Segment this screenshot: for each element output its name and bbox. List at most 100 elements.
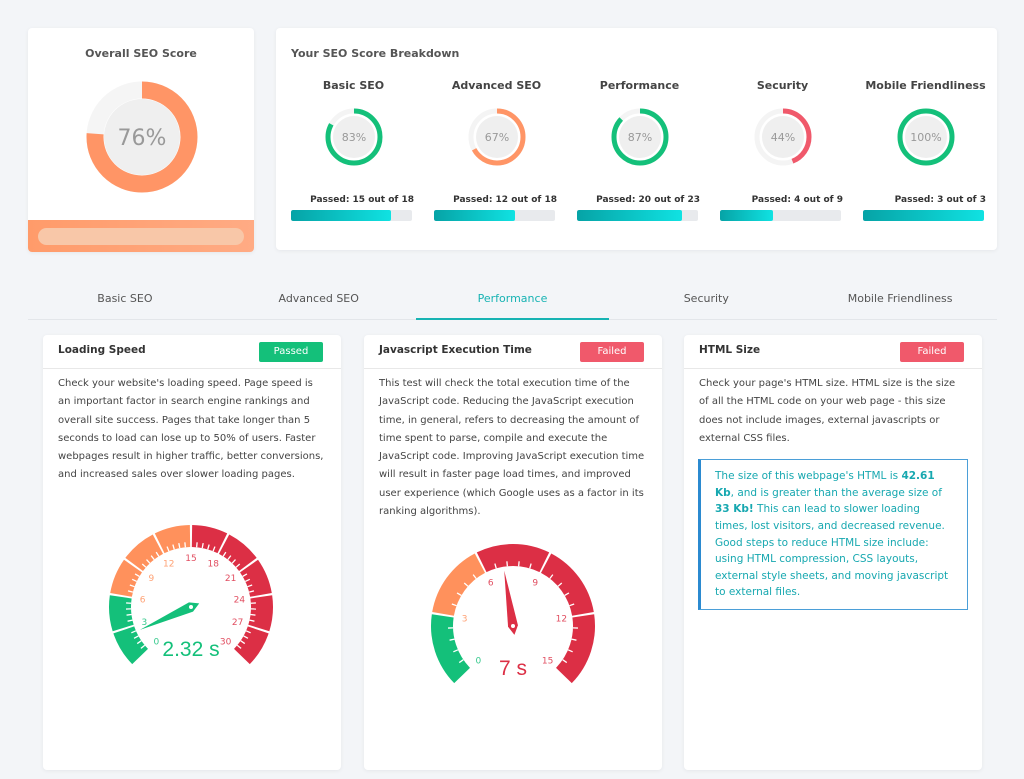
tab-mobile-friendliness[interactable]: Mobile Friendliness xyxy=(847,292,953,305)
gauge-segment xyxy=(431,614,470,684)
passed-count: Passed: 3 out of 3 xyxy=(894,195,986,205)
gauge-tick xyxy=(557,582,563,587)
gauge-segment xyxy=(125,534,164,572)
gauge-tick-label: 6 xyxy=(140,595,146,605)
passed-count: Passed: 12 out of 18 xyxy=(453,195,557,205)
html-size-note: The size of this webpage's HTML is 42.61… xyxy=(698,459,968,610)
gauge-tick-label: 6 xyxy=(488,578,494,588)
gauge-segment xyxy=(476,544,550,573)
html-size-card: HTML Size Failed Check your page's HTML … xyxy=(684,335,982,770)
status-badge: Failed xyxy=(900,342,964,362)
breakdown-donut: 44% xyxy=(754,108,811,166)
breakdown-score: 67% xyxy=(484,131,508,144)
gauge-tick xyxy=(494,563,497,569)
breakdown-score: 100% xyxy=(910,131,941,144)
overall-score-title: Overall SEO Score xyxy=(85,47,197,60)
gauge-tick xyxy=(250,613,256,616)
gauge-tick-label: 18 xyxy=(208,559,220,569)
gauge-segment xyxy=(191,525,228,554)
gauge-tick xyxy=(136,640,142,645)
tab-advanced-seo[interactable]: Advanced SEO xyxy=(278,292,359,305)
breakdown-donut: 87% xyxy=(611,108,668,166)
breakdown-donut-arc xyxy=(897,108,954,166)
breakdown-item-title: Security xyxy=(756,79,809,92)
gauge-tick xyxy=(249,619,255,622)
score-breakdown-card: Your SEO Score Breakdown Basic SEO 83% P… xyxy=(276,28,997,250)
passed-count: Passed: 15 out of 18 xyxy=(310,195,414,205)
gauge-tick-label: 0 xyxy=(153,638,159,648)
gauge-tick-label: 15 xyxy=(542,657,553,667)
test-description: This test will check the total execution… xyxy=(379,378,645,518)
breakdown-donut: 67% xyxy=(468,108,525,166)
gauge-tick xyxy=(231,559,236,564)
gauge-tick xyxy=(141,563,147,568)
gauge-tick xyxy=(247,584,253,588)
tab-basic-seo[interactable]: Basic SEO xyxy=(97,292,153,305)
tab-security[interactable]: Security xyxy=(683,292,729,305)
gauge-tick xyxy=(472,574,477,579)
test-title: Javascript Execution Time xyxy=(379,344,532,356)
gauge-tick-label: 0 xyxy=(475,657,481,667)
breakdown-item-title: Performance xyxy=(599,79,680,92)
breakdown-item: Mobile Friendliness 100% Passed: 3 out o… xyxy=(863,79,988,221)
gauge-tick xyxy=(569,603,575,607)
breakdown-score: 44% xyxy=(770,131,794,144)
overall-score-card: Overall SEO Score 76% xyxy=(28,28,254,252)
gauge-tick xyxy=(245,630,251,634)
gauge-segment xyxy=(154,525,191,554)
gauge-tick xyxy=(571,638,577,641)
gauge-tick-label: 30 xyxy=(220,638,232,648)
gauge-segment xyxy=(109,595,134,632)
breakdown-donut-arc xyxy=(325,108,382,166)
js-execution-gauge: 0 3 6 9 12 15 7 s xyxy=(431,544,595,684)
gauge-tick-label: 9 xyxy=(148,574,154,584)
tab-performance[interactable]: Performance xyxy=(415,283,610,320)
breakdown-item: Basic SEO 83% Passed: 15 out of 18 xyxy=(291,79,416,221)
gauge-segment xyxy=(110,559,142,597)
gauge-tick xyxy=(564,592,570,597)
passed-progress-bar xyxy=(720,210,841,221)
status-badge: Failed xyxy=(580,342,644,362)
gauge-tick xyxy=(248,590,255,593)
breakdown-title: Your SEO Score Breakdown xyxy=(291,47,460,60)
gauge-tick xyxy=(243,635,249,639)
gauge-tick xyxy=(449,638,455,641)
gauge-tick xyxy=(245,578,251,583)
gauge-tick-label: 24 xyxy=(234,595,246,605)
gauge-needle-hub xyxy=(189,605,193,609)
overall-score-value: 76% xyxy=(118,126,167,151)
breakdown-donut-arc xyxy=(611,108,668,166)
breakdown-score: 87% xyxy=(627,131,651,144)
breakdown-item: Performance 87% Passed: 20 out of 23 xyxy=(577,79,702,221)
gauge-tick-label: 15 xyxy=(185,554,196,564)
gauge-tick-label: 12 xyxy=(556,614,567,624)
gauge-tick xyxy=(451,603,457,607)
gauge-tick xyxy=(453,649,459,653)
gauge-tick xyxy=(133,635,139,639)
loading-speed-card: Loading Speed Passed Check your website'… xyxy=(43,335,341,770)
gauge-tick xyxy=(155,551,160,557)
breakdown-donut-arc xyxy=(754,108,811,166)
overall-score-footer xyxy=(28,220,254,252)
gauge-tick-label: 3 xyxy=(142,618,148,628)
gauge-tick xyxy=(146,559,151,564)
status-badge: Passed xyxy=(259,342,323,362)
gauge-tick xyxy=(166,546,170,552)
gauge-tick xyxy=(131,630,137,634)
gauge-tick xyxy=(178,543,181,549)
test-description: Check your website's loading speed. Page… xyxy=(58,378,324,481)
gauge-segment xyxy=(113,626,148,665)
gauge-tick-label: 21 xyxy=(225,574,236,584)
overall-score-donut: 76% xyxy=(86,81,198,193)
gauge-tick xyxy=(567,649,573,653)
gauge-tick xyxy=(222,551,227,557)
overall-score-arc xyxy=(86,81,198,193)
passed-progress-bar xyxy=(291,210,412,221)
breakdown-item-title: Advanced SEO xyxy=(451,79,542,92)
passed-progress-bar xyxy=(863,210,984,221)
passed-progress-bar xyxy=(434,210,555,221)
gauge-segment xyxy=(248,595,273,632)
gauge-tick xyxy=(127,619,133,622)
gauge-segment xyxy=(240,559,272,597)
gauge-segment xyxy=(432,553,486,616)
